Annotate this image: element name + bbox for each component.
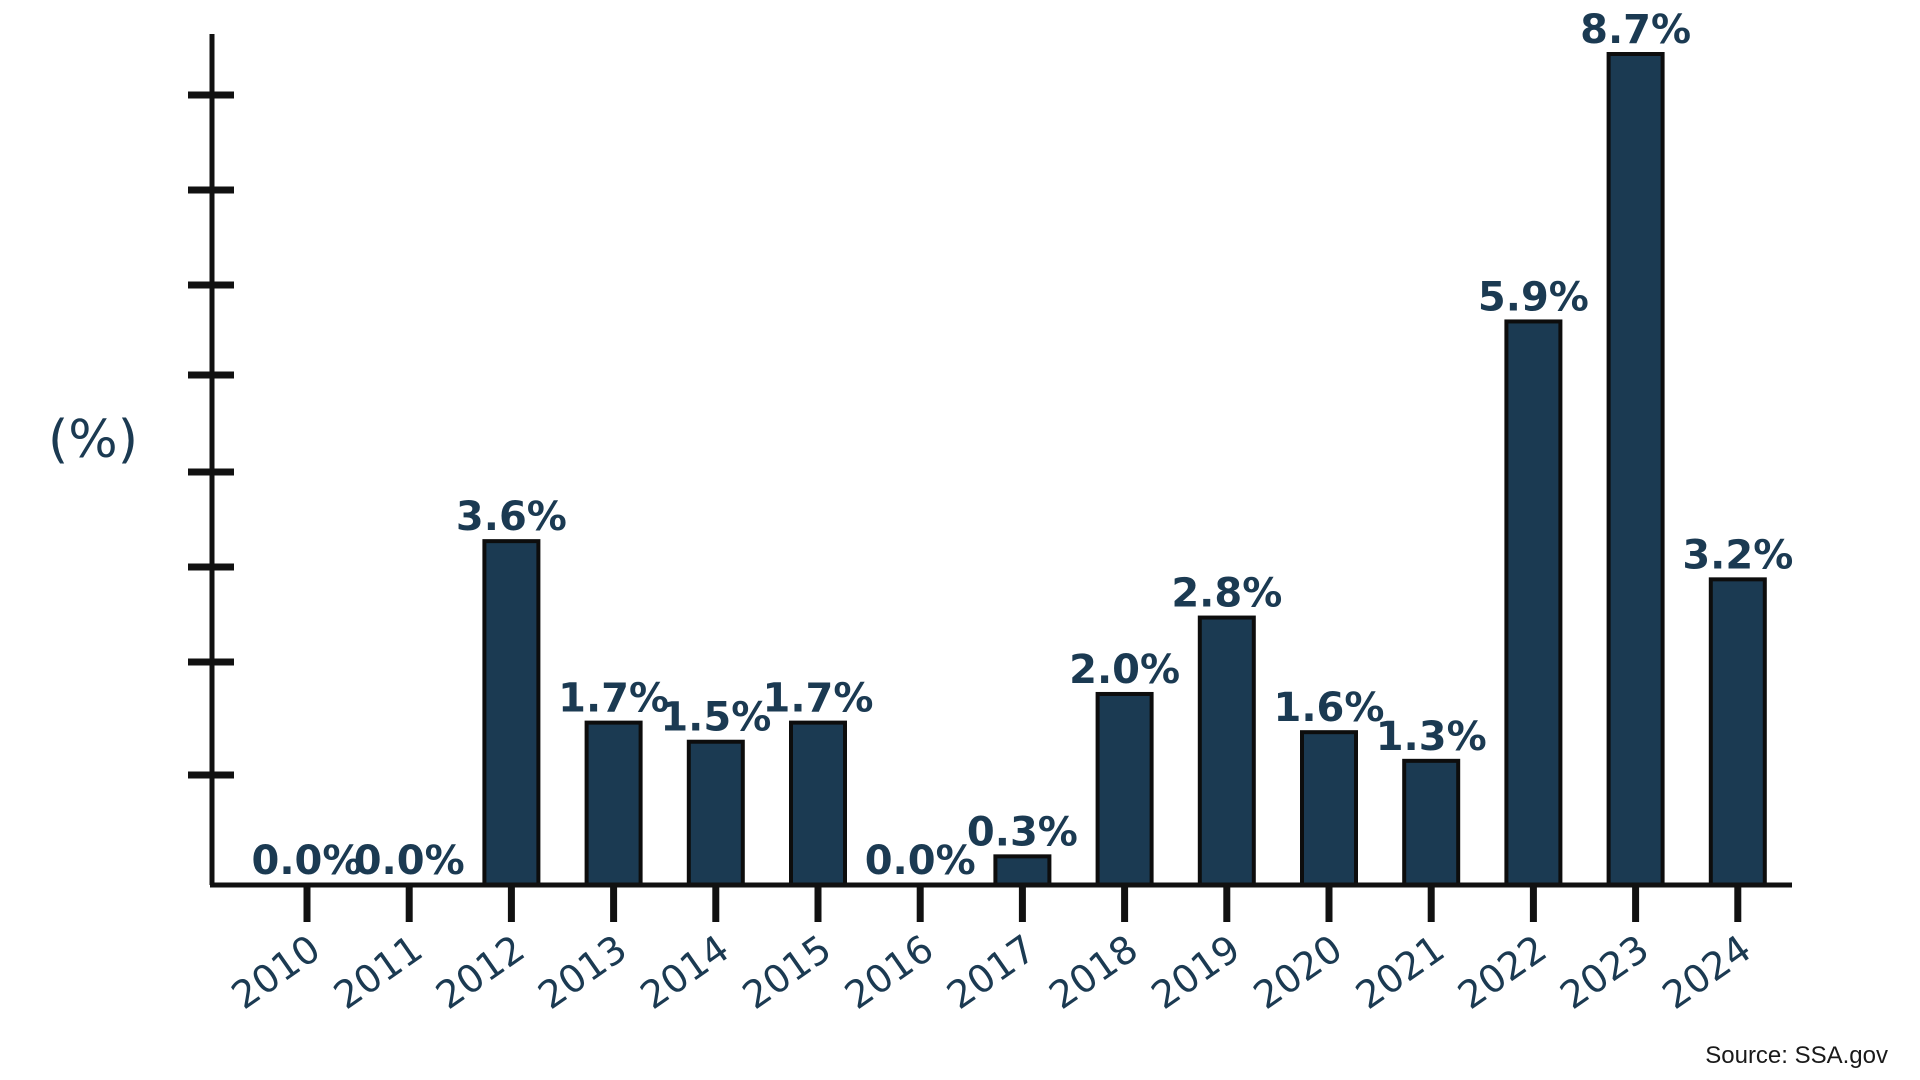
x-tick-label-2015: 2015 (735, 926, 839, 1018)
x-tick-label-2011: 2011 (326, 926, 430, 1018)
x-tick-label-2023: 2023 (1552, 926, 1656, 1018)
data-label-2016: 0.0% (865, 838, 976, 884)
bar-2019 (1197, 615, 1256, 887)
data-label-2011: 0.0% (354, 838, 465, 884)
data-label-2024: 3.2% (1682, 532, 1793, 578)
bar-2021 (1402, 758, 1461, 887)
data-label-2012: 3.6% (456, 494, 567, 540)
x-tick-labels: 2010201120122013201420152016201720182019… (224, 926, 1759, 1018)
data-label-2022: 5.9% (1478, 274, 1589, 320)
bar-2012 (482, 539, 541, 887)
bar-2013 (584, 720, 643, 887)
x-tick-label-2020: 2020 (1246, 926, 1350, 1018)
x-tick-label-2024: 2024 (1654, 926, 1758, 1018)
y-axis-label: (%) (48, 410, 138, 470)
data-label-2019: 2.8% (1171, 571, 1282, 617)
data-label-2010: 0.0% (252, 838, 363, 884)
x-tick-label-2021: 2021 (1348, 926, 1452, 1018)
data-label-2021: 1.3% (1376, 714, 1487, 760)
source-note: Source: SSA.gov (1705, 1042, 1888, 1069)
bar-2022 (1504, 319, 1563, 887)
bar-2018 (1095, 691, 1154, 887)
data-label-2020: 1.6% (1274, 685, 1385, 731)
bar-2023 (1606, 52, 1665, 887)
data-label-2018: 2.0% (1069, 647, 1180, 693)
bar-2015 (789, 720, 847, 887)
x-tick-label-2010: 2010 (224, 926, 328, 1018)
bar-2014 (686, 739, 745, 887)
data-label-2023: 8.7% (1580, 7, 1691, 53)
data-label-2013: 1.7% (558, 676, 669, 722)
data-labels: 0.0%0.0%3.6%1.7%1.5%1.7%0.0%0.3%2.0%2.8%… (252, 7, 1794, 884)
x-tick-label-2019: 2019 (1143, 926, 1247, 1018)
bar-2020 (1300, 730, 1358, 888)
x-tick-label-2017: 2017 (939, 926, 1043, 1018)
x-axis-ticks (303, 885, 1742, 922)
x-tick-label-2022: 2022 (1450, 926, 1554, 1018)
x-tick-label-2018: 2018 (1041, 926, 1145, 1018)
x-tick-label-2016: 2016 (837, 926, 941, 1018)
bar-2017 (993, 854, 1052, 888)
bars (482, 52, 1767, 888)
x-tick-label-2012: 2012 (428, 926, 532, 1018)
x-tick-label-2014: 2014 (632, 926, 736, 1018)
data-label-2014: 1.5% (660, 695, 771, 741)
data-label-2015: 1.7% (763, 676, 874, 722)
data-label-2017: 0.3% (967, 809, 1078, 855)
x-tick-label-2013: 2013 (530, 926, 634, 1018)
bar-2024 (1708, 577, 1767, 888)
